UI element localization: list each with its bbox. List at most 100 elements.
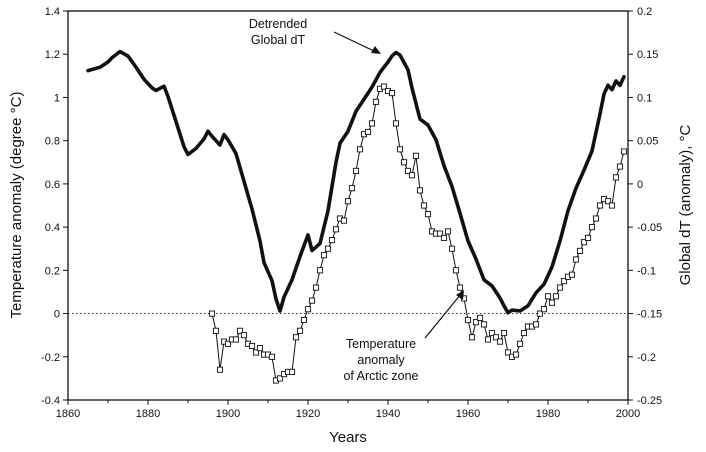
arctic-point-marker — [268, 353, 276, 360]
arctic-point-marker — [300, 316, 308, 324]
left-y-tick-label: 1.4 — [45, 6, 60, 18]
arctic-point-marker — [304, 306, 312, 313]
arctic-point-marker — [520, 329, 528, 337]
arctic-point-marker — [456, 284, 464, 291]
arctic-point-marker — [240, 332, 248, 339]
arctic-point-marker — [248, 342, 256, 350]
arctic-point-marker — [608, 202, 616, 209]
arctic-point-marker — [328, 237, 336, 244]
arctic-point-marker — [572, 256, 580, 263]
arctic-point-marker — [320, 252, 328, 259]
arctic-point-marker — [444, 228, 452, 235]
left-y-tick-label: -0.2 — [41, 352, 60, 364]
arctic-point-marker — [544, 293, 552, 300]
arctic-point-marker — [496, 338, 504, 345]
arctic-point-marker — [532, 321, 540, 328]
arctic-point-marker — [512, 351, 520, 358]
global-dt-series — [86, 49, 626, 315]
arctic-point-marker — [516, 340, 524, 347]
left-y-tick-label: 1 — [54, 92, 60, 104]
arctic-point-marker — [236, 327, 244, 334]
right-y-tick-label: -0.2 — [637, 352, 656, 364]
annotation-arctic-line1: Temperature — [346, 337, 416, 351]
right-y-tick-label: 0 — [637, 179, 643, 191]
arctic-point-marker — [224, 340, 232, 347]
x-tick-label: 2000 — [616, 408, 640, 420]
annotation-global-dt-line1: Detrended — [249, 17, 307, 31]
arctic-point-marker — [288, 368, 296, 375]
arctic-point-marker — [296, 327, 304, 334]
arctic-point-marker — [352, 167, 360, 174]
arctic-point-marker — [452, 267, 460, 274]
global-dt-line — [86, 49, 626, 315]
right-y-tick-label: -0.05 — [637, 222, 662, 234]
arctic-point-marker — [500, 329, 508, 337]
arctic-point-marker — [216, 366, 224, 373]
arctic-point-marker — [488, 329, 496, 337]
arctic-point-marker — [612, 174, 620, 181]
right-y-tick-label: -0.15 — [637, 309, 662, 321]
arctic-point-marker — [396, 146, 404, 153]
left-y-tick-label: 0.4 — [45, 222, 60, 234]
right-y-tick-label: -0.25 — [637, 395, 662, 407]
arctic-point-marker — [492, 334, 500, 341]
arctic-point-marker — [368, 120, 376, 127]
arctic-point-marker — [380, 83, 388, 90]
arctic-point-marker — [596, 202, 604, 209]
right-y-axis: 0.2 0.15 0.1 0.05 0 -0.05 -0.1 -0.15 -0.2 -0.25 — [628, 6, 662, 407]
left-y-tick-label: 0.8 — [45, 136, 60, 148]
arctic-anomaly-series — [208, 83, 628, 384]
arctic-point-marker — [408, 172, 416, 179]
arctic-point-marker — [256, 345, 264, 352]
arctic-point-marker — [420, 202, 428, 209]
right-y-tick-label: -0.1 — [637, 265, 656, 277]
arctic-point-marker — [464, 316, 472, 324]
left-y-axis-title: Temperature anomaly (degree °C) — [8, 92, 25, 319]
arctic-point-marker — [424, 211, 432, 218]
arctic-point-marker — [412, 152, 420, 159]
arctic-point-marker — [416, 187, 424, 194]
arctic-point-marker — [348, 185, 356, 192]
x-tick-label: 1880 — [136, 408, 160, 420]
x-tick-label: 1940 — [376, 408, 400, 420]
arctic-point-marker — [552, 293, 560, 300]
arctic-point-marker — [344, 198, 352, 205]
arctic-point-marker — [388, 90, 396, 97]
left-y-tick-label: -0.4 — [41, 395, 60, 407]
arctic-point-marker — [324, 245, 332, 252]
arctic-point-marker — [560, 278, 568, 285]
arctic-point-marker — [252, 349, 260, 356]
left-y-tick-label: 0 — [54, 309, 60, 321]
arctic-point-marker — [340, 217, 348, 224]
x-tick-label: 1980 — [536, 408, 560, 420]
x-tick-label: 1960 — [456, 408, 480, 420]
x-tick-label: 1920 — [296, 408, 320, 420]
annotation-arctic-line2: anomaly — [357, 353, 405, 367]
arctic-point-marker — [540, 306, 548, 313]
arctic-point-marker — [292, 334, 300, 341]
left-y-axis: 1.4 1.2 1 0.8 0.6 0.4 0.2 0 -0.2 -0.4 — [41, 6, 68, 407]
arctic-point-marker — [556, 284, 564, 291]
arctic-point-marker — [212, 327, 220, 334]
arctic-point-marker — [588, 224, 596, 231]
right-y-tick-label: 0.2 — [637, 6, 652, 18]
annotation-global-dt-arrow — [333, 31, 381, 54]
x-tick-label: 1900 — [216, 408, 240, 420]
arctic-point-marker — [580, 239, 588, 246]
right-y-axis-title: Global dT (anomaly), °C — [677, 124, 694, 285]
arctic-point-marker — [472, 319, 480, 326]
left-y-tick-label: 0.6 — [45, 179, 60, 191]
arctic-point-marker — [436, 230, 444, 237]
left-y-tick-label: 1.2 — [45, 49, 60, 61]
x-axis: 1860 1880 1900 1920 1940 1960 1980 2000 — [56, 400, 640, 420]
arctic-point-marker — [620, 148, 628, 155]
arctic-point-marker — [616, 163, 624, 170]
arctic-point-marker — [232, 336, 240, 343]
arctic-point-marker — [592, 215, 600, 222]
arctic-point-marker — [476, 314, 484, 321]
annotation-global-dt-line2: Global dT — [251, 33, 306, 47]
arctic-point-marker — [440, 234, 448, 241]
left-y-tick-label: 0.2 — [45, 265, 60, 277]
right-y-tick-label: 0.1 — [637, 92, 652, 104]
